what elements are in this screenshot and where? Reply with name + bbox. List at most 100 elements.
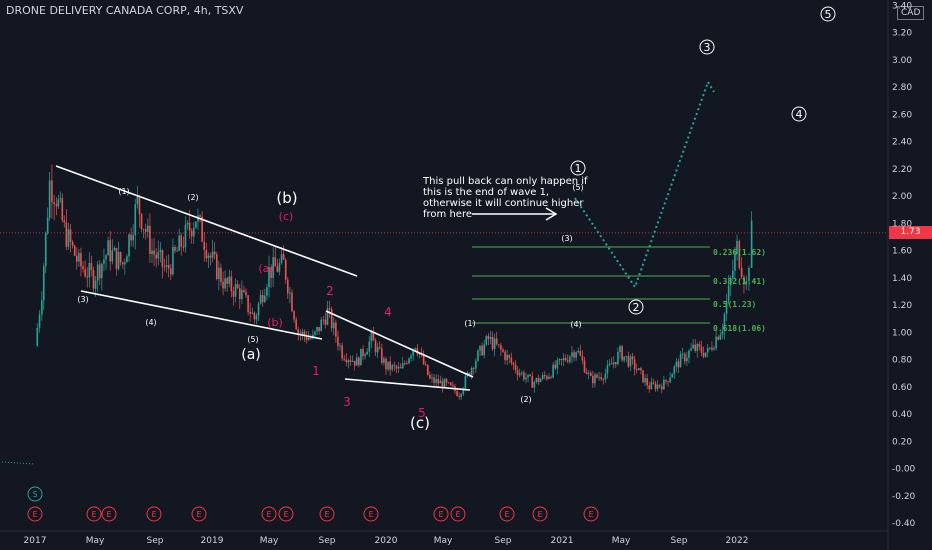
candle-body (343, 358, 346, 360)
candle-body (41, 300, 43, 315)
candle-body (195, 221, 197, 228)
candle-body (345, 359, 348, 363)
y-tick-label: 1.60 (892, 247, 912, 257)
candle-body (569, 356, 571, 362)
candle-body (190, 230, 193, 237)
candle-body (180, 235, 183, 247)
earnings-marker-label: E (106, 510, 111, 519)
earnings-marker-label: E (266, 510, 271, 519)
candle-body (631, 356, 634, 360)
candle-body (46, 217, 49, 233)
x-tick-label: 2020 (375, 536, 398, 546)
candle-body (740, 267, 743, 278)
earnings-marker (433, 506, 449, 522)
candle-body (75, 255, 78, 262)
candle-body (383, 358, 385, 363)
candle-body (401, 363, 404, 369)
circled-target-label: 3 (704, 41, 711, 54)
candle-body (510, 357, 513, 363)
candle-body (483, 344, 485, 356)
candle-body (215, 254, 218, 279)
candle-body (222, 281, 224, 289)
circled-target-label: 1 (575, 162, 582, 175)
candle-body (600, 376, 602, 380)
candle-body (558, 359, 561, 361)
earnings-marker (278, 506, 294, 522)
candle-body (706, 348, 709, 353)
earnings-marker (86, 506, 102, 522)
candle-body (167, 265, 170, 269)
candle-body (353, 360, 356, 366)
circled-target-ring (628, 299, 644, 315)
x-tick-label: 2017 (24, 536, 47, 546)
candle-body (335, 322, 337, 337)
candle-body (320, 319, 323, 332)
earnings-marker (191, 506, 207, 522)
y-tick-label: -0.00 (892, 465, 916, 475)
candle-body (192, 227, 195, 237)
candle-body (278, 262, 281, 272)
wave-label-white: (a) (241, 347, 261, 363)
candle-body (495, 338, 498, 345)
candle-body (512, 362, 515, 365)
candle-body (126, 256, 128, 263)
candle-body (743, 277, 745, 285)
wave-label-white: (3) (561, 234, 572, 243)
earnings-marker-label: E (455, 510, 460, 519)
candle-body (491, 337, 494, 350)
candle-body (78, 253, 80, 262)
candle-body (147, 225, 149, 232)
candle-body (656, 384, 659, 390)
earnings-marker-label: E (504, 510, 509, 519)
candle-body (548, 376, 550, 379)
earnings-marker (450, 506, 466, 522)
candle-body (650, 382, 653, 390)
trendline (325, 310, 474, 378)
candle-body (422, 354, 425, 365)
candle-body (596, 374, 598, 378)
currency-badge[interactable]: CAD (897, 6, 925, 20)
candle-body (121, 262, 124, 265)
candle-body (615, 362, 617, 365)
candle-body (358, 357, 360, 366)
candle-body (268, 266, 270, 288)
trendline (80, 290, 323, 340)
candle-body (134, 204, 137, 236)
candle-body (725, 301, 728, 315)
candle-body (608, 363, 611, 366)
candle-body (243, 290, 245, 292)
x-tick-label: May (260, 536, 279, 546)
wave-label-pink: 5 (418, 406, 426, 420)
wave-label-white: (4) (145, 318, 156, 327)
candle-body (389, 361, 391, 370)
fib-level-label: 0.382(1.41) (713, 277, 766, 286)
wave-label-white: (c) (410, 414, 430, 432)
candle-body (328, 308, 331, 310)
candle-body (412, 349, 414, 356)
candle-body (598, 376, 600, 378)
candle-body (652, 382, 655, 384)
candle-body (236, 284, 239, 289)
candle-body (107, 240, 109, 256)
candle-body (151, 250, 153, 254)
candle-body (414, 348, 417, 350)
earnings-marker-label: E (588, 510, 593, 519)
candle-body (111, 250, 114, 262)
candle-body (368, 341, 371, 352)
candle-body (360, 348, 362, 366)
circled-target-label: 2 (633, 301, 640, 314)
candle-body (625, 355, 628, 357)
candle-body (61, 198, 64, 221)
trendline (344, 378, 471, 391)
candle-body (71, 241, 74, 246)
candle-body (153, 250, 155, 255)
candle-body (130, 234, 132, 241)
candle-body (115, 247, 118, 269)
wave-label-white: (2) (187, 193, 198, 202)
candle-body (658, 384, 661, 387)
candle-body (259, 294, 262, 304)
candle-body (715, 336, 717, 349)
candle-body (293, 311, 295, 320)
candle-body (94, 280, 97, 289)
